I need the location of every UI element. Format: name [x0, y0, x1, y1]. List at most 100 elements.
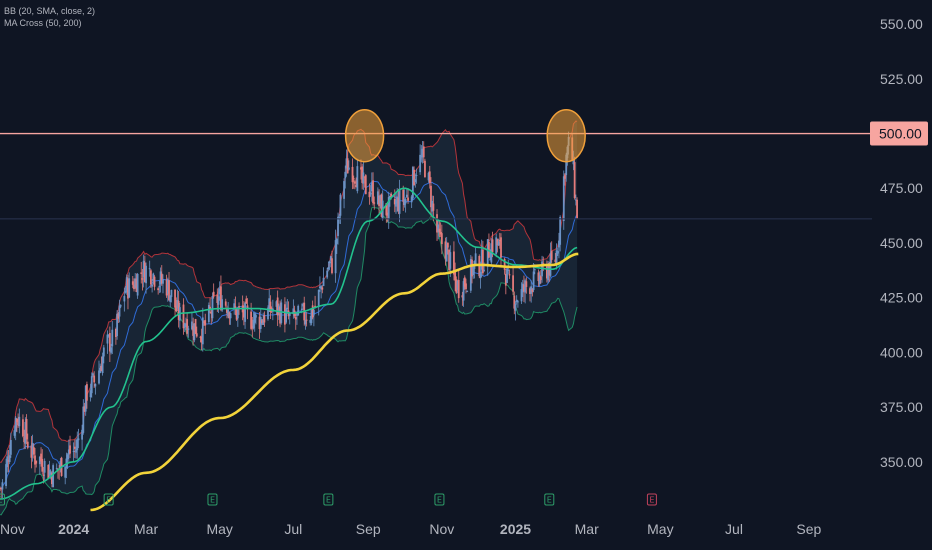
x-tick-label: 2025: [500, 521, 531, 537]
candle: [259, 308, 262, 333]
candle-body: [59, 461, 62, 469]
event-marker-box: [544, 493, 555, 506]
candle: [31, 434, 34, 462]
earnings-event-marker[interactable]: E: [207, 493, 218, 506]
candle-body: [373, 202, 376, 204]
candle: [368, 183, 371, 205]
candle: [420, 145, 423, 163]
earnings-event-marker[interactable]: E: [323, 493, 334, 506]
candle-body: [474, 253, 477, 265]
x-tick-label: Sep: [796, 521, 821, 537]
candle: [141, 269, 144, 291]
candle-body: [338, 216, 341, 220]
candle-body: [175, 305, 178, 312]
earnings-event-marker[interactable]: E: [544, 493, 555, 506]
candle-body: [455, 279, 458, 293]
candle-body: [170, 289, 173, 297]
candle: [263, 311, 266, 327]
candle: [236, 307, 239, 327]
candle-body: [480, 249, 483, 270]
ma-legend[interactable]: MA Cross (50, 200): [4, 18, 82, 28]
candle-body: [217, 296, 220, 305]
bb-legend[interactable]: BB (20, SMA, close, 2): [4, 6, 96, 16]
candle-body: [288, 313, 291, 316]
candle-body: [414, 179, 417, 183]
candle-body: [183, 323, 186, 328]
candle: [269, 295, 272, 319]
candle-body: [421, 148, 424, 158]
candle-body: [539, 276, 542, 281]
candle: [159, 267, 162, 293]
x-axis[interactable]: Nov 2024 Mar May Jul Sep Nov 2025 Mar May Jul Sep: [0, 521, 822, 537]
candle-body: [259, 316, 262, 329]
candle-body: [395, 200, 397, 207]
candle: [123, 287, 126, 312]
candle: [462, 278, 465, 307]
candle-body: [267, 307, 269, 320]
candle: [268, 289, 271, 312]
candle: [354, 179, 356, 190]
candle-body: [345, 158, 348, 169]
candle-body: [165, 279, 168, 296]
candle-body: [469, 258, 472, 291]
horizontal-lines[interactable]: [0, 132, 872, 220]
candle: [177, 291, 180, 328]
candle: [182, 298, 185, 335]
candle-body: [572, 159, 575, 165]
candle-body: [51, 473, 53, 485]
earnings-event-marker[interactable]: E: [0, 493, 5, 506]
candle-body: [26, 441, 29, 448]
candle: [100, 356, 103, 372]
earnings-event-marker[interactable]: E: [103, 493, 114, 506]
candle: [404, 197, 407, 213]
candle-body: [498, 239, 501, 242]
earnings-event-marker[interactable]: E: [434, 493, 445, 506]
candle-body: [346, 158, 349, 174]
candle-body: [195, 333, 198, 337]
candle-body: [363, 176, 366, 178]
candle: [305, 312, 308, 327]
candle-body: [107, 334, 110, 336]
event-marker-box: [646, 493, 657, 506]
candle: [465, 278, 467, 294]
candle: [310, 309, 313, 326]
candle: [92, 372, 94, 378]
candle: [93, 371, 96, 388]
candle-body: [229, 313, 232, 319]
candle: [276, 290, 279, 327]
candle: [356, 158, 359, 194]
candle-body: [77, 438, 80, 441]
candle-body: [69, 445, 71, 454]
candle: [108, 326, 111, 363]
candle-body: [244, 302, 246, 322]
y-axis[interactable]: 350.00 375.00 400.00 425.00 450.00 475.00 500.…: [870, 16, 928, 470]
candle: [524, 278, 527, 304]
candle: [210, 308, 213, 324]
candle: [211, 292, 214, 322]
candle-body: [438, 228, 441, 233]
candle-body: [559, 216, 562, 245]
candle: [294, 311, 297, 330]
price-badge-label: 500.00: [879, 126, 922, 142]
candle: [314, 295, 316, 309]
candle-body: [573, 162, 576, 198]
candle: [413, 166, 415, 186]
candle-body: [300, 308, 303, 311]
candle-body: [226, 308, 228, 313]
event-marker-box: [103, 493, 114, 506]
candle-body: [292, 308, 295, 315]
candle: [453, 241, 455, 281]
candle: [328, 260, 331, 271]
event-markers[interactable]: EEEEEEE: [0, 493, 657, 506]
candle-body: [133, 284, 135, 290]
candle-body: [134, 278, 137, 288]
candle-body: [354, 181, 356, 184]
price-badge[interactable]: 500.00: [870, 121, 928, 146]
candle-body: [101, 356, 104, 374]
dividend-event-marker[interactable]: E: [646, 493, 657, 506]
candle: [267, 305, 269, 321]
candle-body: [564, 174, 566, 179]
candle-body: [554, 259, 557, 263]
candle-body: [503, 258, 506, 270]
